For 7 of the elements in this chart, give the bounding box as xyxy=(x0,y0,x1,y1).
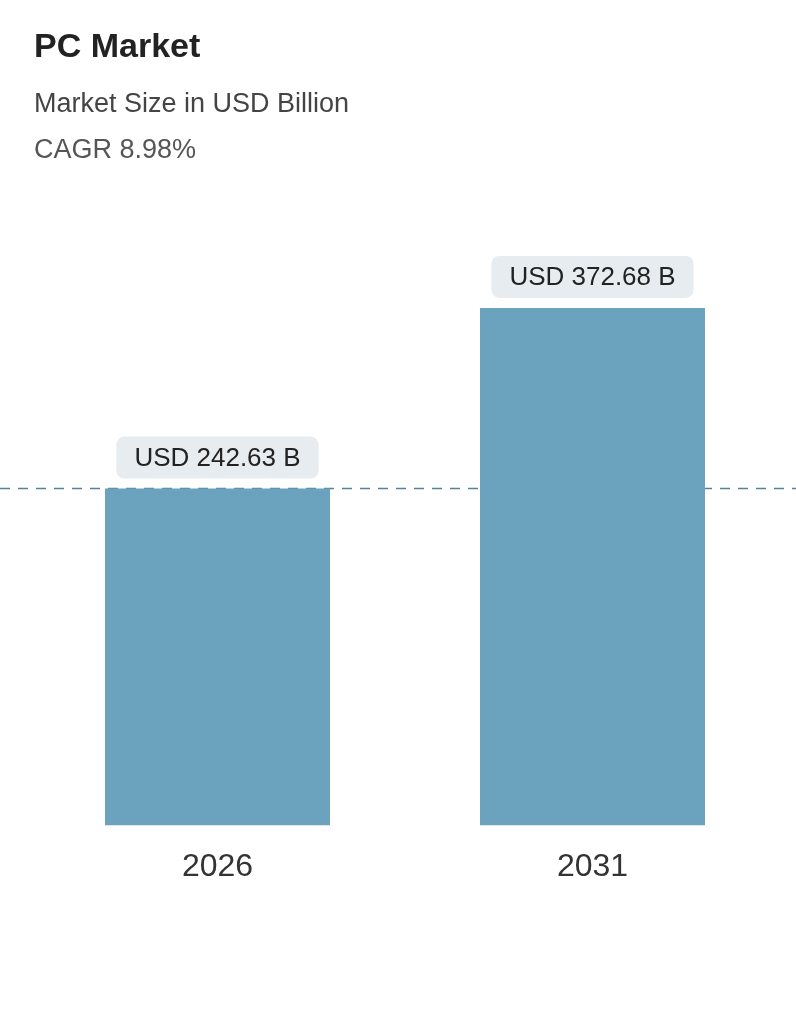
x-tick-label: 2031 xyxy=(556,846,629,883)
text: CAGR 8.98% xyxy=(34,134,197,165)
chart-subtitle: Market Size in USD Billion xyxy=(34,88,350,119)
chart-title: PC Market xyxy=(34,26,201,65)
data-label: USD 242.63 B xyxy=(134,441,301,472)
data-label: USD 372.68 B xyxy=(509,261,676,292)
x-tick-label: 2026 xyxy=(181,846,254,883)
